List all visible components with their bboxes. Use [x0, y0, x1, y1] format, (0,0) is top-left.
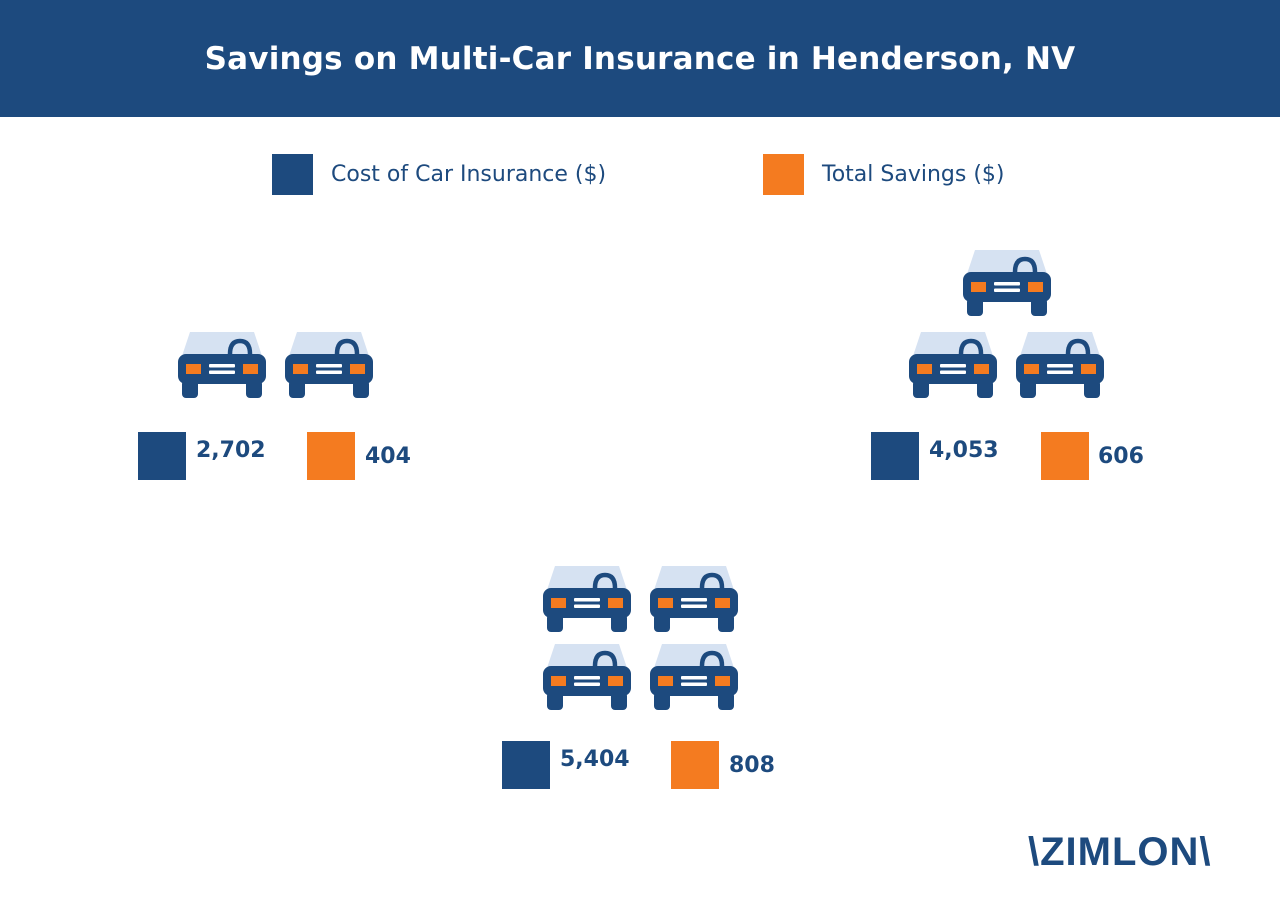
cost-marker [871, 432, 919, 480]
car-icon [1016, 330, 1104, 398]
car-icon [909, 330, 997, 398]
car-icon [178, 330, 266, 398]
cost-value-label: 5,404 [560, 747, 630, 772]
savings-marker [307, 432, 355, 480]
header-bar: Savings on Multi-Car Insurance in Hender… [0, 0, 1280, 117]
savings-marker [671, 741, 719, 789]
savings-marker [1041, 432, 1089, 480]
savings-value-label: 808 [729, 753, 775, 778]
legend-item-savings: Total Savings ($) [763, 153, 1004, 195]
legend-label-cost: Cost of Car Insurance ($) [331, 161, 607, 187]
legend-label-savings: Total Savings ($) [822, 161, 1005, 187]
cost-value-label: 2,702 [196, 438, 266, 463]
legend-swatch-cost [272, 153, 313, 195]
legend-swatch-savings [763, 153, 804, 195]
zimlon-logo: \ZIMLON\ [1028, 830, 1212, 874]
page-title: Savings on Multi-Car Insurance in Hender… [204, 40, 1076, 77]
legend-item-cost: Cost of Car Insurance ($) [272, 153, 606, 195]
car-icon [543, 642, 631, 710]
car-icon [543, 564, 631, 632]
car-icon [650, 564, 738, 632]
car-icon [963, 248, 1051, 316]
cost-value-label: 4,053 [929, 438, 999, 463]
savings-value-label: 606 [1098, 444, 1144, 469]
savings-value-label: 404 [365, 444, 411, 469]
cost-marker [138, 432, 186, 480]
car-icon [650, 642, 738, 710]
cost-marker [502, 741, 550, 789]
car-icon [285, 330, 373, 398]
